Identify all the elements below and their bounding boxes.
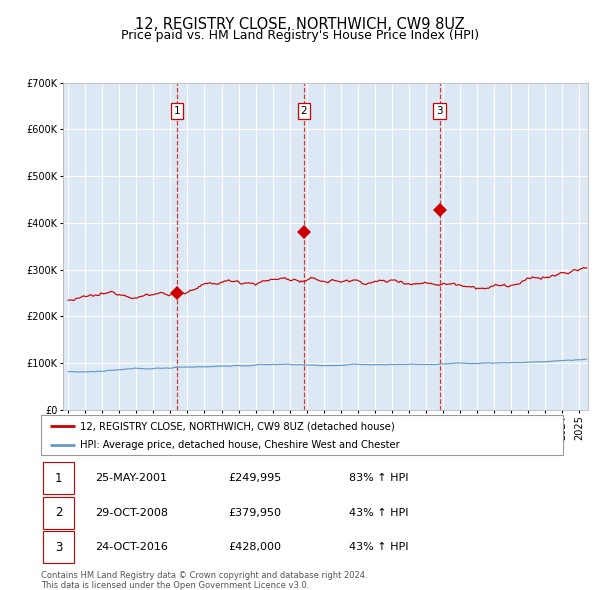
FancyBboxPatch shape xyxy=(43,462,74,494)
Text: 3: 3 xyxy=(436,106,443,116)
FancyBboxPatch shape xyxy=(43,531,74,563)
Text: 1: 1 xyxy=(55,472,62,485)
Text: 12, REGISTRY CLOSE, NORTHWICH, CW9 8UZ: 12, REGISTRY CLOSE, NORTHWICH, CW9 8UZ xyxy=(135,17,465,31)
Text: £249,995: £249,995 xyxy=(229,473,282,483)
Text: 29-OCT-2008: 29-OCT-2008 xyxy=(95,508,169,517)
Text: 2: 2 xyxy=(55,506,62,519)
Text: 43% ↑ HPI: 43% ↑ HPI xyxy=(349,508,408,517)
Text: 43% ↑ HPI: 43% ↑ HPI xyxy=(349,542,408,552)
FancyBboxPatch shape xyxy=(41,415,563,455)
Text: Contains HM Land Registry data © Crown copyright and database right 2024.
This d: Contains HM Land Registry data © Crown c… xyxy=(41,571,367,590)
Text: 1: 1 xyxy=(173,106,180,116)
Text: £428,000: £428,000 xyxy=(229,542,282,552)
Text: 83% ↑ HPI: 83% ↑ HPI xyxy=(349,473,408,483)
Text: 3: 3 xyxy=(55,540,62,553)
Text: £379,950: £379,950 xyxy=(229,508,282,517)
Text: 25-MAY-2001: 25-MAY-2001 xyxy=(95,473,167,483)
Text: 2: 2 xyxy=(301,106,307,116)
Text: HPI: Average price, detached house, Cheshire West and Chester: HPI: Average price, detached house, Ches… xyxy=(80,440,400,450)
Text: 12, REGISTRY CLOSE, NORTHWICH, CW9 8UZ (detached house): 12, REGISTRY CLOSE, NORTHWICH, CW9 8UZ (… xyxy=(80,421,395,431)
FancyBboxPatch shape xyxy=(43,497,74,529)
Text: Price paid vs. HM Land Registry's House Price Index (HPI): Price paid vs. HM Land Registry's House … xyxy=(121,29,479,42)
Text: 24-OCT-2016: 24-OCT-2016 xyxy=(95,542,169,552)
